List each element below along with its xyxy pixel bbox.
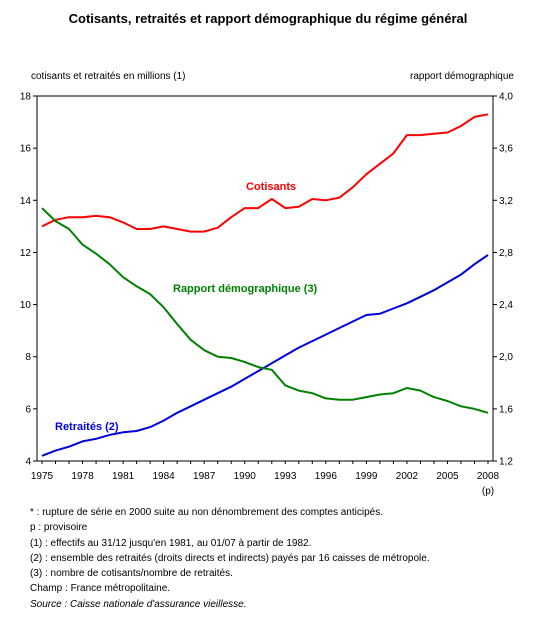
footnote-rupture: * : rupture de série en 2000 suite au no… [30,507,383,518]
series-layer [41,113,489,457]
right-tick-label: 2,8 [499,248,513,259]
line-chart: cotisants et retraités en millions (1) r… [20,71,515,498]
series-line-0 [41,113,489,233]
x-tick-label: 1975 [31,471,54,482]
source-note: Source : Caisse nationale d'assurance vi… [30,598,247,610]
x-tick-label: 1987 [193,471,216,482]
x-tick-note: (p) [482,486,494,497]
chart-title: Cotisants, retraités et rapport démograp… [68,11,468,26]
series-labels: Cotisants Retraités (2) Rapport démograp… [55,181,318,433]
right-tick-label: 1,6 [499,404,513,415]
x-tick-label: 2008 [477,471,500,482]
right-tick-label: 2,0 [499,352,513,363]
footnote-champ: Champ : France métropolitaine. [30,583,171,595]
left-tick-label: 14 [20,196,32,207]
x-tick-label: 1981 [112,471,135,482]
x-tick-label: 2002 [396,471,419,482]
series-label-retraites: Retraités (2) [55,421,119,433]
right-axis-title: rapport démographique [410,71,514,82]
left-tick-label: 12 [20,248,32,259]
series-line-2 [41,207,489,414]
footnote-2: (2) : ensemble des retraités (droits dir… [30,552,430,564]
left-tick-label: 16 [20,144,32,155]
footnote-provisoire: p : provisoire [30,522,88,534]
series-label-rapport-demographique: Rapport démographique (3) [173,283,318,295]
left-tick-label: 18 [20,92,32,103]
right-tick-label: 4,0 [499,92,513,103]
x-tick-label: 1999 [355,471,378,482]
x-tick-label: 1978 [71,471,94,482]
x-tick-label: 1993 [274,471,297,482]
x-tick-label: 1984 [153,471,176,482]
x-tick-label: 1996 [315,471,338,482]
series-label-cotisants: Cotisants [246,181,296,193]
right-tick-label: 2,4 [499,300,513,311]
right-tick-label: 3,2 [499,196,513,207]
chart-axes: 4 6 8 10 12 14 16 18 1,2 1,6 2,0 2,4 2,8 3,2 3,6 4,0 197… [20,92,513,498]
series-line-1 [41,254,489,457]
left-tick-label: 4 [25,457,31,468]
left-axis-title: cotisants et retraités en millions (1) [31,71,186,82]
plot-frame [36,95,494,462]
left-tick-label: 8 [25,352,31,363]
footnote-3: (3) : nombre de cotisants/nombre de retr… [30,568,233,580]
x-tick-label: 1990 [234,471,257,482]
right-tick-label: 1,2 [499,457,513,468]
left-tick-label: 10 [20,300,32,311]
footnote-1: (1) : effectifs au 31/12 jusqu'en 1981, … [30,537,312,549]
x-tick-label: 2005 [436,471,459,482]
footnotes: * : rupture de série en 2000 suite au no… [30,505,430,612]
right-tick-label: 3,6 [499,144,513,155]
left-tick-label: 6 [25,404,31,415]
